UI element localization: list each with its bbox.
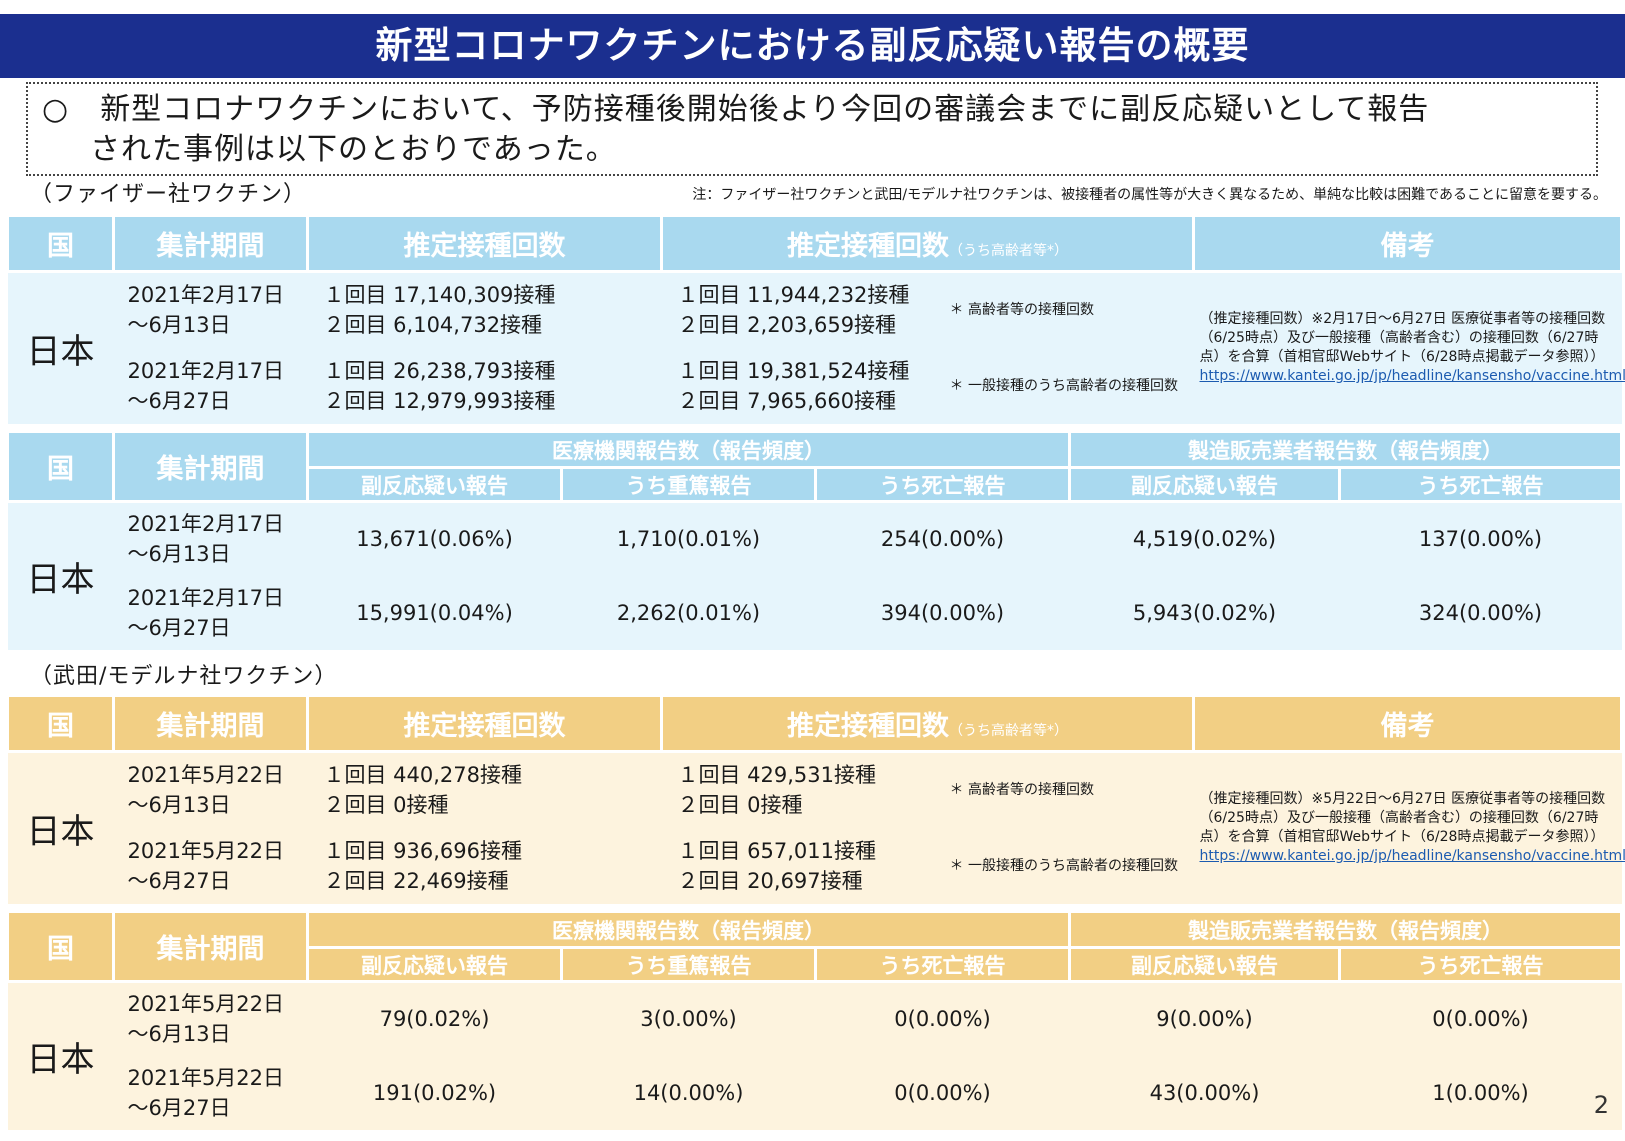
pfizer-dose-table: 国 集計期間 推定接種回数 推定接種回数（うち高齢者等*） 備考 日本 2021… [6,214,1625,424]
country-cell: 日本 [7,981,114,1130]
period-cell: 2021年5月22日 ～6月27日 [113,1055,308,1130]
medical-serious-value: 1,710(0.01%) [561,501,816,576]
medical-death-value: 0(0.00%) [815,981,1070,1056]
header-remarks: 備考 [1192,214,1623,273]
header-country: 国 [6,214,115,273]
intro-line-2: された事例は以下のとおりであった。 [90,132,617,167]
dagger-note: ＊ 高齢者等の接種回数 [943,751,1194,828]
dagger-note: ＊ 一般接種のうち高齢者の接種回数 [943,827,1194,904]
header-period: 集計期間 [112,430,309,503]
header-manufacturer-suspected: 副反応疑い報告 [1068,466,1341,503]
moderna-report-table: 国 集計期間 医療機関報告数（報告頻度） 製造販売業者報告数（報告頻度） 副反応… [6,910,1623,1130]
doses-cell: １回目 26,238,793接種 ２回目 12,979,993接種 [307,347,662,424]
header-country: 国 [6,694,115,753]
header-medical-death: うち死亡報告 [814,466,1071,503]
header-manufacturer-reports: 製造販売業者報告数（報告頻度） [1068,910,1623,949]
country-cell: 日本 [7,271,114,424]
header-remarks: 備考 [1192,694,1623,753]
elderly-doses-cell: １回目 429,531接種 ２回目 0接種 [661,751,944,828]
period-cell: 2021年5月22日 ～6月27日 [113,827,308,904]
pfizer-report-table: 国 集計期間 医療機関報告数（報告頻度） 製造販売業者報告数（報告頻度） 副反応… [6,430,1623,650]
dagger-note: ＊ 一般接種のうち高齢者の接種回数 [943,347,1194,424]
period-cell: 2021年2月17日 ～6月27日 [113,575,308,650]
bullet: ○ [42,92,70,127]
manufacturer-suspected-value: 9(0.00%) [1069,981,1340,1056]
manufacturer-suspected-value: 5,943(0.02%) [1069,575,1340,650]
header-period: 集計期間 [112,214,309,273]
section-label-moderna: （武田/モデルナ社ワクチン） [30,664,338,689]
doses-cell: １回目 17,140,309接種 ２回目 6,104,732接種 [307,271,662,348]
elderly-doses-cell: １回目 11,944,232接種 ２回目 2,203,659接種 [661,271,944,348]
manufacturer-suspected-value: 4,519(0.02%) [1069,501,1340,576]
header-manufacturer-suspected: 副反応疑い報告 [1068,946,1341,983]
period-cell: 2021年2月17日 ～6月13日 [113,271,308,348]
medical-suspected-value: 79(0.02%) [307,981,562,1056]
intro-box: ○ 新型コロナワクチンにおいて、予防接種後開始後より今回の審議会までに副反応疑い… [26,82,1598,176]
medical-death-value: 254(0.00%) [815,501,1070,576]
doses-cell: １回目 936,696接種 ２回目 22,469接種 [307,827,662,904]
elderly-doses-cell: １回目 19,381,524接種 ２回目 7,965,660接種 [661,347,944,424]
manufacturer-death-value: 0(0.00%) [1339,981,1622,1056]
header-country: 国 [6,910,115,983]
country-cell: 日本 [7,751,114,904]
country-cell: 日本 [7,501,114,650]
intro-line-1: 新型コロナワクチンにおいて、予防接種後開始後より今回の審議会までに副反応疑いとし… [100,92,1430,127]
header-period: 集計期間 [112,694,309,753]
header-elderly-doses: 推定接種回数（うち高齢者等*） [660,694,1195,753]
header-doses: 推定接種回数 [306,694,663,753]
header-manufacturer-reports: 製造販売業者報告数（報告頻度） [1068,430,1623,469]
header-period: 集計期間 [112,910,309,983]
header-doses: 推定接種回数 [306,214,663,273]
medical-serious-value: 14(0.00%) [561,1055,816,1130]
header-medical-reports: 医療機関報告数（報告頻度） [306,910,1071,949]
header-medical-serious: うち重篤報告 [560,466,817,503]
kantei-link[interactable]: https://www.kantei.go.jp/jp/headline/kan… [1199,368,1625,385]
page-number: 2 [1593,1091,1609,1119]
period-cell: 2021年2月17日 ～6月13日 [113,501,308,576]
medical-suspected-value: 191(0.02%) [307,1055,562,1130]
header-elderly-doses: 推定接種回数（うち高齢者等*） [660,214,1195,273]
medical-suspected-value: 15,991(0.04%) [307,575,562,650]
page-title: 新型コロナワクチンにおける副反応疑い報告の概要 [0,14,1625,78]
manufacturer-death-value: 137(0.00%) [1339,501,1622,576]
header-manufacturer-death: うち死亡報告 [1338,946,1623,983]
header-medical-reports: 医療機関報告数（報告頻度） [306,430,1071,469]
remarks-cell: （推定接種回数）※5月22日～6月27日 医療従事者等の接種回数（6/25時点）… [1193,751,1625,904]
medical-death-value: 0(0.00%) [815,1055,1070,1130]
manufacturer-suspected-value: 43(0.00%) [1069,1055,1340,1130]
moderna-dose-table: 国 集計期間 推定接種回数 推定接種回数（うち高齢者等*） 備考 日本 2021… [6,694,1625,904]
doses-cell: １回目 440,278接種 ２回目 0接種 [307,751,662,828]
comparison-note: 注：ファイザー社ワクチンと武田/モデルナ社ワクチンは、被接種者の属性等が大きく異… [692,187,1607,203]
header-medical-suspected: 副反応疑い報告 [306,946,563,983]
header-medical-serious: うち重篤報告 [560,946,817,983]
header-country: 国 [6,430,115,503]
header-medical-suspected: 副反応疑い報告 [306,466,563,503]
header-medical-death: うち死亡報告 [814,946,1071,983]
medical-serious-value: 3(0.00%) [561,981,816,1056]
period-cell: 2021年2月17日 ～6月27日 [113,347,308,424]
dagger-note: ＊ 高齢者等の接種回数 [943,271,1194,348]
manufacturer-death-value: 324(0.00%) [1339,575,1622,650]
manufacturer-death-value: 1(0.00%) [1339,1055,1622,1130]
remarks-cell: （推定接種回数）※2月17日～6月27日 医療従事者等の接種回数（6/25時点）… [1193,271,1625,424]
medical-suspected-value: 13,671(0.06%) [307,501,562,576]
kantei-link[interactable]: https://www.kantei.go.jp/jp/headline/kan… [1199,848,1625,865]
medical-death-value: 394(0.00%) [815,575,1070,650]
header-manufacturer-death: うち死亡報告 [1338,466,1623,503]
medical-serious-value: 2,262(0.01%) [561,575,816,650]
period-cell: 2021年5月22日 ～6月13日 [113,751,308,828]
elderly-doses-cell: １回目 657,011接種 ２回目 20,697接種 [661,827,944,904]
section-label-pfizer: （ファイザー社ワクチン） [30,182,307,207]
period-cell: 2021年5月22日 ～6月13日 [113,981,308,1056]
